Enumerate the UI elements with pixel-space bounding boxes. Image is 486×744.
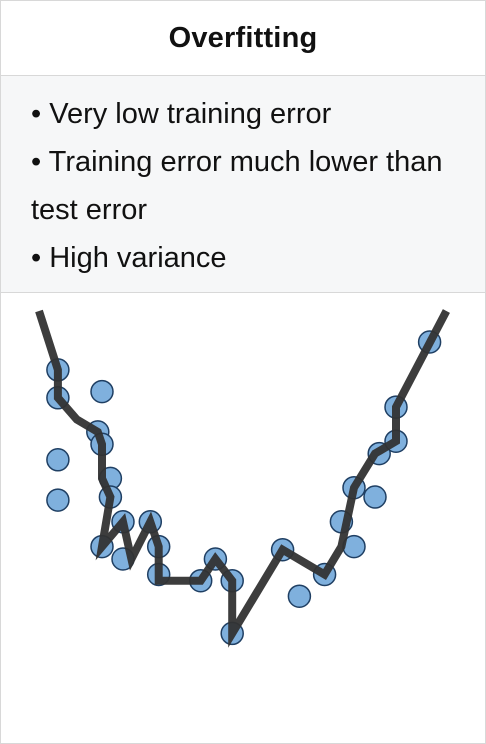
data-point-4: [46, 488, 70, 512]
data-point-3: [46, 448, 70, 472]
overfitting-chart: [35, 309, 450, 648]
data-point-21: [287, 584, 312, 608]
bullet-training-lower-than-test: • Training error much lower than test er…: [31, 146, 443, 226]
bullet-very-low-training-error: • Very low training error: [31, 98, 332, 130]
bullet-section: • Very low training error • Training err…: [1, 76, 485, 293]
data-point-26: [363, 485, 387, 509]
card-title: Overfitting: [168, 21, 318, 54]
plot-area: [1, 293, 485, 743]
bullet-high-variance: • High variance: [31, 242, 227, 274]
data-point-5: [90, 379, 114, 404]
fit-line: [35, 309, 450, 648]
card-header: Overfitting: [1, 1, 485, 76]
